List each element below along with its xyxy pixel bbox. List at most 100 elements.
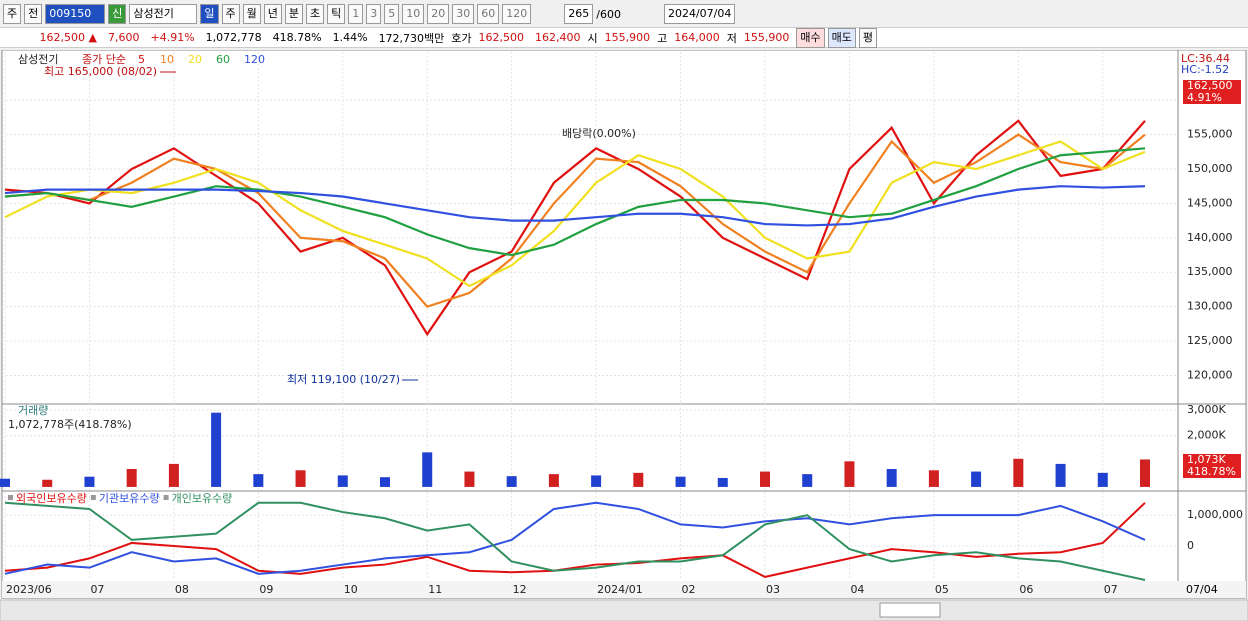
series-line bbox=[4, 185, 1146, 227]
y-tick-label: 135,000 bbox=[1187, 265, 1233, 278]
ohl-value: 155,900 bbox=[743, 31, 790, 44]
volume-bar bbox=[1013, 458, 1024, 487]
series-line bbox=[4, 501, 1146, 575]
period-button[interactable]: 틱 bbox=[327, 4, 346, 24]
volume-bar bbox=[633, 472, 644, 487]
period-button[interactable]: 초 bbox=[306, 4, 325, 24]
volume-bar bbox=[1055, 463, 1066, 487]
quote-item: 162,500 ▲ bbox=[39, 31, 97, 44]
volume-bar bbox=[84, 476, 95, 487]
axis-bg bbox=[1177, 50, 1247, 599]
interval-button[interactable]: 60 bbox=[477, 4, 500, 24]
volume-bar bbox=[591, 475, 602, 487]
volume-last: 1,073K bbox=[1187, 453, 1226, 466]
volume-bar bbox=[844, 461, 855, 487]
legend-swatch bbox=[90, 495, 96, 500]
legend-label: 종가 단순 bbox=[82, 53, 126, 66]
volume-bar bbox=[380, 477, 390, 487]
volume-bar bbox=[126, 469, 137, 487]
period-button[interactable]: 분 bbox=[284, 4, 303, 24]
series-line bbox=[4, 140, 1146, 288]
x-tick-label: 11 bbox=[428, 583, 442, 596]
x-tick-label: 07 bbox=[90, 583, 104, 596]
ohl-label: 시 bbox=[587, 31, 598, 45]
x-tick-label: 03 bbox=[766, 583, 780, 596]
volume-bar bbox=[42, 479, 53, 487]
x-tick-label: 04 bbox=[850, 583, 864, 596]
volume-bar bbox=[464, 471, 475, 487]
volume-bar bbox=[886, 469, 897, 487]
volume-bar bbox=[717, 477, 728, 487]
annotation: 배당락(0.00%) bbox=[562, 127, 636, 140]
right-label: HC:-1.52 bbox=[1181, 63, 1229, 76]
annotation: 최저 119,100 (10/27) bbox=[287, 373, 400, 386]
volume-pct: 418.78% bbox=[1187, 465, 1236, 478]
y-tick-label: 150,000 bbox=[1187, 162, 1233, 175]
badge: 신 bbox=[108, 4, 127, 24]
interval-button[interactable]: 20 bbox=[427, 4, 450, 24]
volume-bar bbox=[1140, 459, 1150, 487]
interval-button[interactable]: 120 bbox=[502, 4, 532, 24]
period-button[interactable]: 일 bbox=[200, 4, 219, 24]
trade-button[interactable]: 평 bbox=[858, 27, 878, 48]
volume-bar bbox=[802, 474, 813, 487]
x-tick-label: 05 bbox=[935, 583, 949, 596]
x-tick-label: 09 bbox=[259, 583, 273, 596]
date[interactable]: 2024/07/04 bbox=[663, 4, 736, 24]
market[interactable]: 주 bbox=[3, 4, 22, 24]
code-input[interactable]: 009150 bbox=[45, 4, 106, 24]
y-tick-label: 0 bbox=[1187, 539, 1194, 552]
x-tick-label: 07 bbox=[1104, 583, 1118, 596]
series-line bbox=[4, 119, 1146, 337]
last-price-box bbox=[1183, 80, 1241, 104]
quote-bar: 162,500 ▲ 7,600 +4.91% 1,072,778 418.78% 1.44… bbox=[0, 27, 1248, 48]
x-tick-label: 10 bbox=[344, 583, 358, 596]
legend-entry: 60 bbox=[216, 53, 230, 66]
y-tick-label: 155,000 bbox=[1187, 128, 1233, 141]
mode[interactable]: 전 bbox=[24, 4, 43, 24]
change-pct: 4.91% bbox=[1187, 91, 1222, 104]
legend-swatch bbox=[8, 495, 13, 500]
quote-item: 172,730백만 bbox=[378, 31, 445, 45]
right-label: LC:36.44 bbox=[1181, 52, 1230, 65]
trade-button[interactable]: 매도 bbox=[827, 27, 856, 48]
volume-bar bbox=[506, 476, 517, 487]
panel-subtitle: 1,072,778주(418.78%) bbox=[8, 418, 132, 431]
stock-name[interactable]: 삼성전기 bbox=[129, 4, 198, 24]
legend-swatch bbox=[163, 495, 169, 500]
hoga: 162,400 bbox=[535, 31, 581, 44]
volume-box bbox=[1183, 454, 1241, 478]
series-line bbox=[4, 147, 1146, 257]
period-button[interactable]: 월 bbox=[242, 4, 261, 24]
volume-bar bbox=[928, 470, 939, 487]
legend-entry: 10 bbox=[160, 53, 174, 66]
legend-entry: 외국인보유수량 bbox=[16, 492, 87, 505]
volume-bar bbox=[253, 474, 264, 487]
volume-bar bbox=[548, 474, 559, 487]
interval-button[interactable]: 1 bbox=[348, 4, 364, 24]
y-tick-label: 130,000 bbox=[1187, 300, 1233, 313]
count[interactable]: 265 bbox=[564, 4, 594, 24]
y-tick-label: 125,000 bbox=[1187, 334, 1233, 347]
quote-item: 7,600 bbox=[108, 31, 140, 44]
scroll-thumb bbox=[879, 602, 941, 618]
volume-bar bbox=[337, 475, 348, 487]
volume-bar bbox=[422, 452, 433, 487]
x-axis-bg bbox=[2, 581, 1246, 598]
period-button[interactable]: 년 bbox=[263, 4, 282, 24]
interval-button[interactable]: 30 bbox=[452, 4, 475, 24]
volume-bar bbox=[1097, 472, 1108, 487]
y-tick-label: 1,000,000 bbox=[1187, 508, 1243, 521]
last-price: 162,500 bbox=[1187, 79, 1233, 92]
trade-button[interactable]: 매수 bbox=[796, 27, 825, 48]
period-button[interactable]: 주 bbox=[221, 4, 240, 24]
ohl-label: 저 bbox=[726, 31, 737, 45]
quote-item: 418.78% bbox=[272, 31, 322, 44]
x-tick-label: 2024/01 bbox=[597, 583, 643, 596]
y-tick-label: 140,000 bbox=[1187, 231, 1233, 244]
interval-button[interactable]: 10 bbox=[402, 4, 425, 24]
interval-button[interactable]: 5 bbox=[384, 4, 400, 24]
volume-bar bbox=[168, 463, 179, 487]
interval-button[interactable]: 3 bbox=[366, 4, 382, 24]
